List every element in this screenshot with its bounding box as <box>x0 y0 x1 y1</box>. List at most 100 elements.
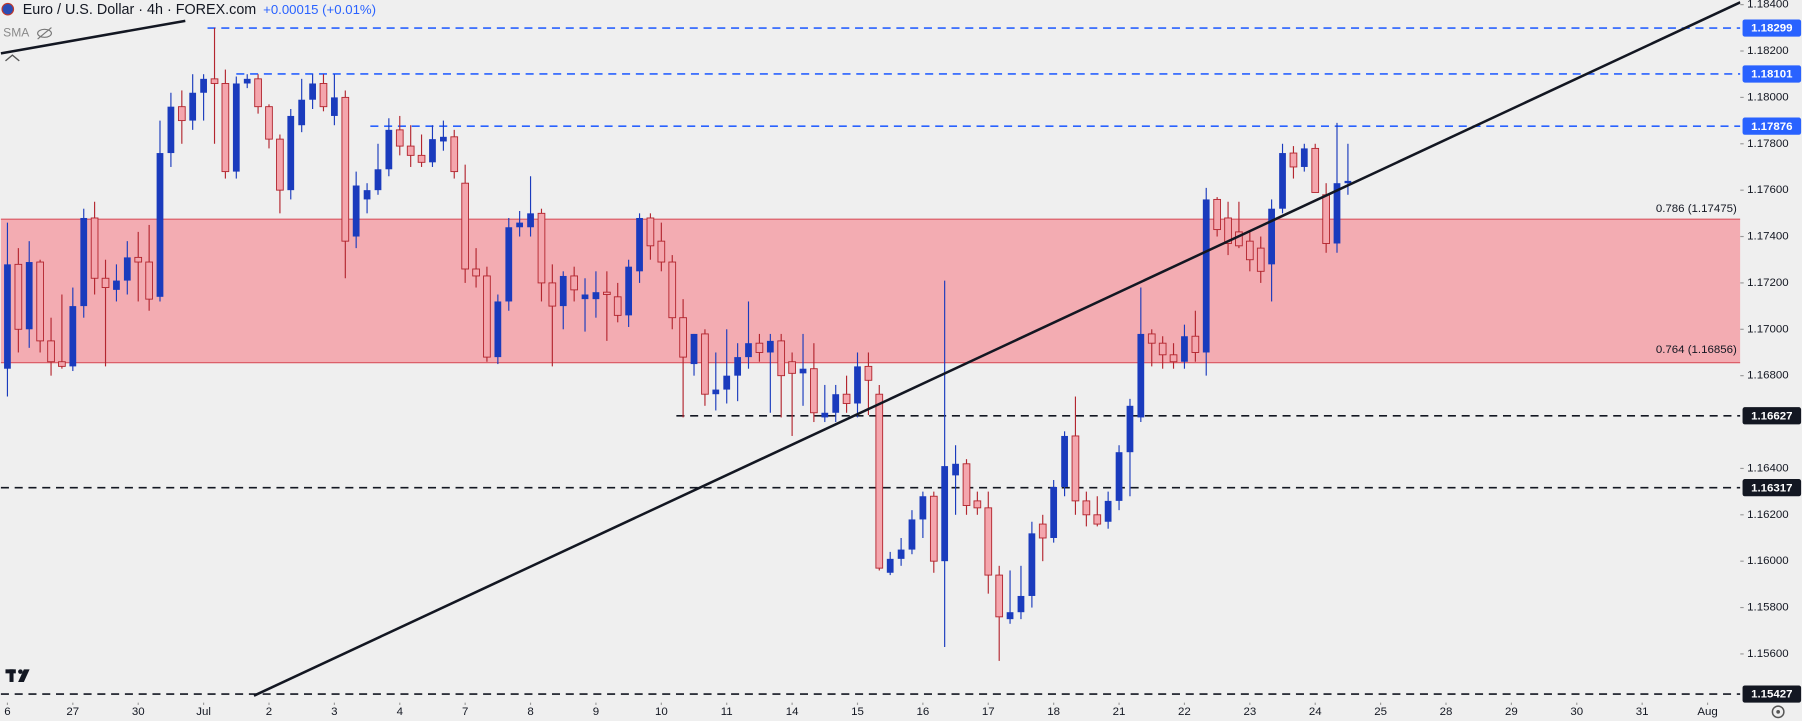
x-tick-label: 21 <box>1113 706 1126 718</box>
price-label-box <box>1742 479 1802 497</box>
candle-body <box>494 301 502 358</box>
price-label: 1.17876 <box>1751 121 1792 133</box>
candle-body <box>919 496 927 520</box>
candle-body <box>1191 335 1200 353</box>
logo <box>5 669 30 682</box>
x-tick-label: 16 <box>917 706 930 718</box>
candle-body <box>821 412 829 418</box>
candle-body <box>36 261 44 342</box>
x-tick-label: 30 <box>132 706 145 718</box>
visibility-icon[interactable] <box>37 27 52 40</box>
y-tick-label: 1.18000 <box>1747 91 1788 103</box>
x-tick-label: 28 <box>1440 706 1453 718</box>
candle-body <box>1093 514 1102 525</box>
collapse-toggle[interactable] <box>5 54 20 62</box>
x-tick-label: 4 <box>397 706 404 718</box>
y-tick-label: 1.17200 <box>1747 277 1788 289</box>
price-label: 1.16627 <box>1751 410 1792 422</box>
settings-button[interactable] <box>1771 705 1785 719</box>
y-tick-label: 1.16800 <box>1747 370 1788 382</box>
x-tick-label: 10 <box>655 706 668 718</box>
fib-label: 0.786 (1.17475) <box>1656 203 1737 215</box>
candle-body <box>395 129 404 147</box>
candle-body <box>298 99 306 126</box>
candle-body <box>265 106 273 140</box>
candle-body <box>832 394 840 413</box>
candle-body <box>1050 486 1058 538</box>
candle-body <box>1082 500 1091 516</box>
candle-body <box>69 306 77 367</box>
candle-body <box>962 463 971 506</box>
candle-body <box>625 266 633 316</box>
price-label: 1.16317 <box>1751 482 1792 494</box>
candle-body <box>461 182 469 270</box>
candle-body <box>331 97 338 116</box>
candle-body <box>352 185 360 237</box>
candle-body <box>712 389 720 395</box>
candle-body <box>690 333 698 365</box>
candle-body <box>200 78 207 93</box>
candle-body <box>1061 435 1068 487</box>
candle-body <box>243 78 251 84</box>
symbol-flag <box>1 2 15 16</box>
trendline <box>253 1 1741 697</box>
x-tick-label: 22 <box>1178 706 1191 718</box>
candle-body <box>374 169 382 191</box>
candle-body <box>1279 153 1286 209</box>
x-tick-label: 29 <box>1505 706 1518 718</box>
y-tick-label: 1.17000 <box>1747 323 1788 335</box>
plot-area: 0.786 (1.17475) 0.764 (1.16856) <box>0 1 1741 697</box>
price-label-box <box>1742 65 1802 83</box>
y-tick-label: 1.16000 <box>1747 555 1788 567</box>
candle-body <box>1311 147 1320 193</box>
candle-body <box>908 519 916 550</box>
candle-body <box>189 92 197 121</box>
candle-body <box>570 275 579 291</box>
candle-body <box>101 277 110 289</box>
x-tick-label: 6 <box>4 706 10 718</box>
candle-body <box>1333 183 1341 244</box>
fib-zone <box>0 219 1741 363</box>
candle-body <box>788 361 796 374</box>
candle-body <box>80 217 88 307</box>
candle-body <box>254 78 262 108</box>
candle-body <box>777 340 786 377</box>
candle-body <box>657 240 666 263</box>
candle-body <box>886 558 894 573</box>
candle-body <box>745 343 752 358</box>
candle-body <box>221 83 230 173</box>
indicator-label[interactable]: SMA <box>3 25 30 39</box>
candle-body <box>14 263 23 330</box>
candle-body <box>309 83 316 100</box>
candle-body <box>636 217 643 272</box>
candle-body <box>646 217 655 247</box>
price-label-box <box>1742 407 1802 425</box>
candle-body <box>1158 342 1167 356</box>
candle-body <box>145 261 153 300</box>
price-label-box <box>1742 117 1802 135</box>
candle-body <box>952 463 959 476</box>
candle-body <box>341 96 350 242</box>
candle-body <box>603 291 611 295</box>
y-tick-label: 1.16400 <box>1747 462 1788 474</box>
x-tick-label: 8 <box>527 706 533 718</box>
candle-body <box>1202 199 1210 353</box>
candle-body <box>984 507 993 576</box>
candle-body <box>755 342 764 353</box>
candle-body <box>668 261 677 319</box>
candle-body <box>1224 217 1232 244</box>
candle-body <box>516 222 524 228</box>
candle-body <box>1169 354 1178 363</box>
candle-body <box>1181 336 1188 362</box>
x-tick-label: 11 <box>721 706 733 718</box>
candle-body <box>799 368 807 374</box>
x-tick-label: 15 <box>851 706 864 718</box>
price-change: +0.00015 (+0.01%) <box>263 2 376 17</box>
candle-body <box>1289 152 1298 168</box>
candle-body <box>4 264 11 369</box>
candle-body <box>232 83 240 172</box>
candle-body <box>1137 333 1145 418</box>
